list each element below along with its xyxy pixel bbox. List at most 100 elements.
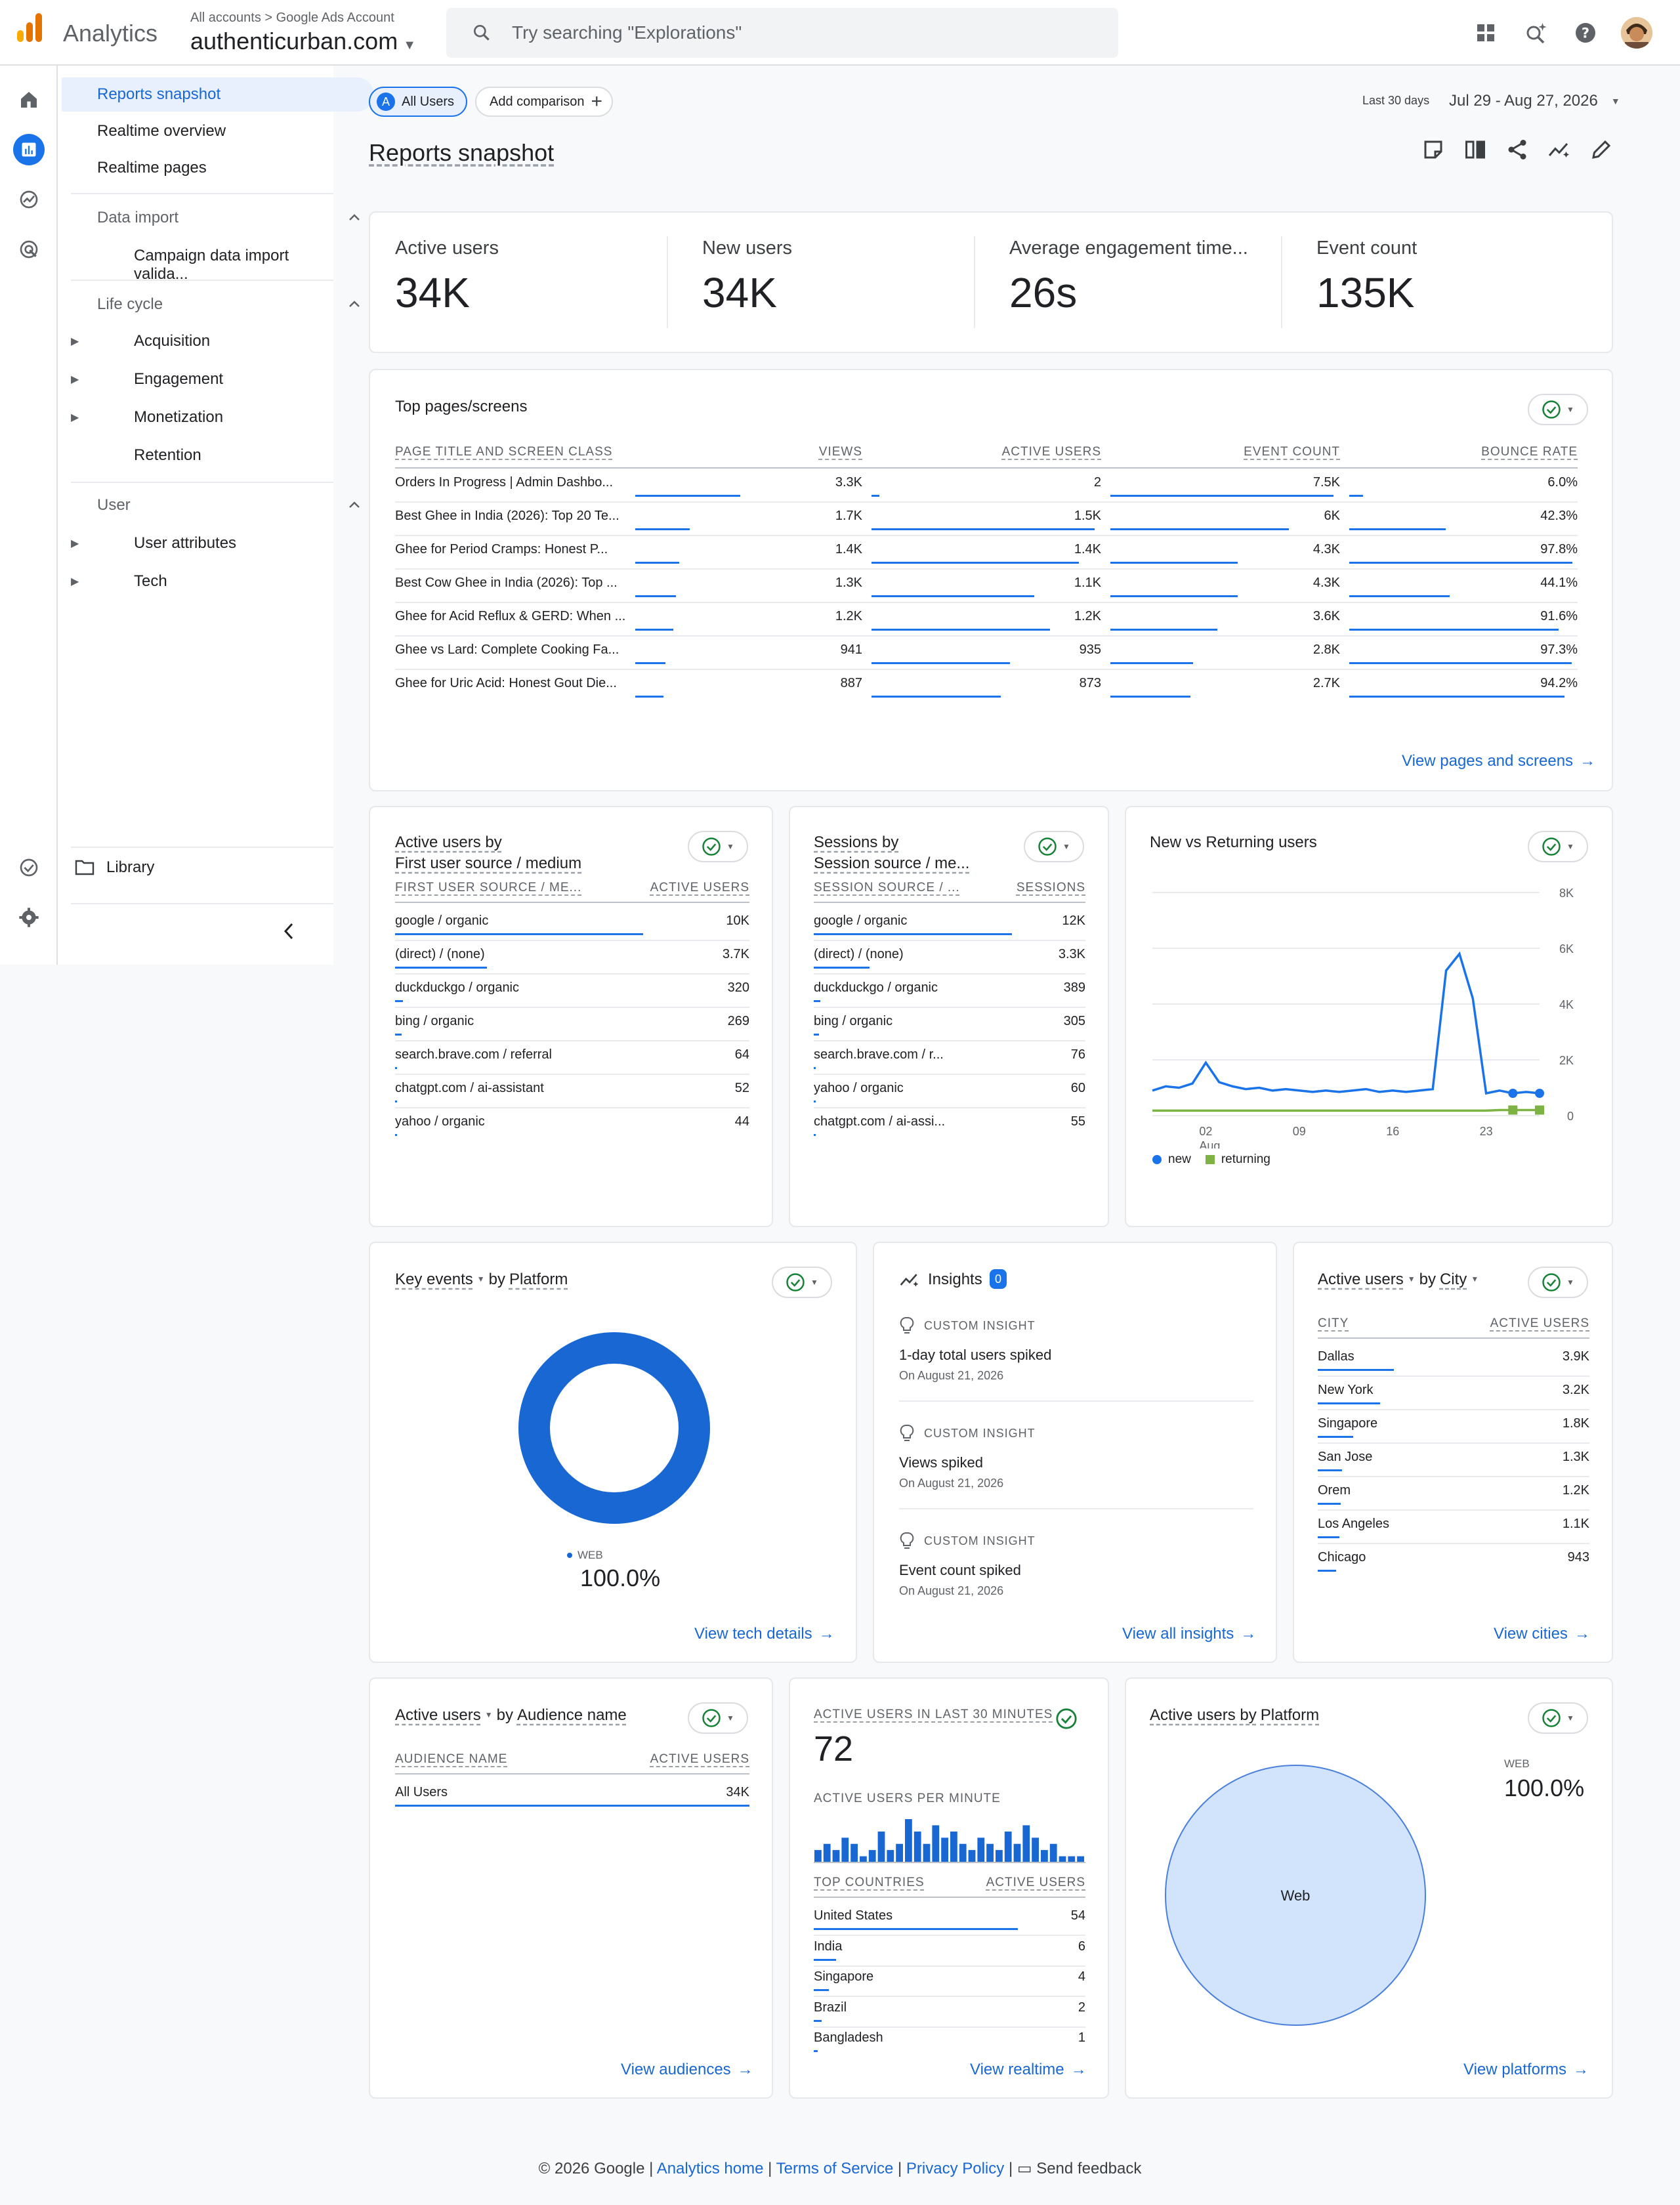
metric-event-count[interactable]: Event count 135K <box>1316 238 1417 317</box>
col-header-page-title[interactable]: PAGE TITLE AND SCREEN CLASS <box>395 445 613 459</box>
minute-bar[interactable] <box>1068 1856 1076 1862</box>
series-line-new[interactable] <box>1152 951 1540 1095</box>
nav-campaign-import[interactable]: Campaign data import valida... <box>134 247 289 283</box>
col-header-audience[interactable]: AUDIENCE NAME <box>395 1752 508 1766</box>
minute-bar[interactable] <box>923 1843 931 1862</box>
minute-bar[interactable] <box>905 1819 912 1862</box>
nav-monetization[interactable]: Monetization <box>134 408 224 426</box>
status-menu-button[interactable]: ▼ <box>1024 831 1084 862</box>
collapse-chevron-icon[interactable] <box>281 921 297 941</box>
nav-engagement[interactable]: Engagement <box>134 370 224 388</box>
status-menu-button[interactable]: ▼ <box>772 1267 832 1298</box>
expand-caret-icon[interactable]: ▶ <box>71 374 79 385</box>
admin-gear-icon[interactable] <box>13 902 45 933</box>
minute-bar[interactable] <box>823 1843 831 1862</box>
customize-report-icon[interactable] <box>1421 138 1445 161</box>
nav-section-life-cycle[interactable]: Life cycle <box>79 295 361 314</box>
nav-reports-snapshot[interactable]: Reports snapshot <box>62 77 374 112</box>
minute-bar[interactable] <box>841 1838 849 1862</box>
nav-acquisition[interactable]: Acquisition <box>134 332 211 350</box>
nav-library[interactable]: Library <box>106 858 155 876</box>
expand-caret-icon[interactable]: ▶ <box>71 412 79 423</box>
metric-selector[interactable]: Active users <box>395 1706 481 1724</box>
col-header-city[interactable]: CITY <box>1318 1316 1349 1330</box>
explore-icon[interactable] <box>13 184 45 215</box>
donut-slice-web[interactable] <box>518 1332 710 1524</box>
breadcrumb[interactable]: All accounts > Google Ads Account <box>190 10 394 25</box>
avatar[interactable] <box>1621 17 1652 49</box>
col-header-active-users[interactable]: ACTIVE USERS <box>986 1876 1085 1889</box>
nav-realtime-pages[interactable]: Realtime pages <box>97 159 207 177</box>
view-cities-link[interactable]: View cities → <box>1494 1625 1590 1643</box>
help-icon[interactable]: ? <box>1570 17 1601 49</box>
view-audiences-link[interactable]: View audiences → <box>621 2061 753 2079</box>
reports-icon[interactable] <box>13 134 45 165</box>
minute-bar[interactable] <box>814 1850 822 1862</box>
status-menu-button[interactable]: ▼ <box>1528 831 1588 862</box>
series-point-returning[interactable] <box>1535 1105 1544 1115</box>
pie-chart[interactable]: Web <box>1163 1763 1428 2028</box>
footer-tos-link[interactable]: Terms of Service <box>776 2160 894 2177</box>
col-header-bounce-rate[interactable]: BOUNCE RATE <box>1481 445 1578 459</box>
minute-bar[interactable] <box>868 1850 876 1862</box>
pie-slice-web[interactable] <box>1165 1765 1426 2026</box>
col-header-active-users[interactable]: ACTIVE USERS <box>1490 1316 1589 1330</box>
col-header-views[interactable]: VIEWS <box>818 445 862 459</box>
series-point-new[interactable] <box>1508 1089 1518 1098</box>
status-menu-button[interactable]: ▼ <box>1528 1702 1588 1734</box>
dimension-selector[interactable]: Platform <box>1260 1706 1320 1724</box>
minute-bar[interactable] <box>959 1843 967 1862</box>
minute-bar[interactable] <box>1077 1856 1084 1862</box>
minute-bar[interactable] <box>877 1831 885 1862</box>
per-minute-bar-chart[interactable] <box>814 1816 1085 1869</box>
series-line-returning[interactable] <box>1152 1108 1540 1112</box>
minute-bar[interactable] <box>950 1831 957 1862</box>
view-pages-link[interactable]: View pages and screens → <box>1402 752 1595 770</box>
segment-chip[interactable]: A All Users <box>369 87 467 117</box>
dimension-selector[interactable]: Audience name <box>516 1706 627 1724</box>
minute-bar[interactable] <box>914 1831 921 1862</box>
dimension-selector[interactable]: Platform <box>509 1270 568 1288</box>
donut-chart[interactable] <box>517 1331 711 1525</box>
insights-sparkline-icon[interactable] <box>1547 138 1571 161</box>
nav-user-attributes[interactable]: User attributes <box>134 534 237 552</box>
apps-grid-icon[interactable] <box>1470 17 1502 49</box>
card-title-line-2[interactable]: Session source / me... <box>814 854 970 872</box>
minute-bar[interactable] <box>1041 1850 1048 1862</box>
home-icon[interactable] <box>13 84 45 116</box>
footer-privacy-link[interactable]: Privacy Policy <box>906 2160 1005 2177</box>
minute-bar[interactable] <box>832 1850 840 1862</box>
view-all-insights-link[interactable]: View all insights → <box>1122 1625 1256 1643</box>
minute-bar[interactable] <box>850 1843 858 1862</box>
status-menu-button[interactable]: ▼ <box>688 1702 748 1734</box>
metric-engagement-time[interactable]: Average engagement time... 26s <box>1009 238 1248 317</box>
nav-section-data-import[interactable]: Data import <box>79 209 361 227</box>
advertising-icon[interactable] <box>13 234 45 265</box>
view-realtime-link[interactable]: View realtime → <box>970 2061 1087 2079</box>
minute-bar[interactable] <box>896 1843 903 1862</box>
col-header-source[interactable]: FIRST USER SOURCE / ME... <box>395 881 582 894</box>
minute-bar[interactable] <box>887 1850 894 1862</box>
view-platforms-link[interactable]: View platforms → <box>1463 2061 1589 2079</box>
metric-new-users[interactable]: New users 34K <box>702 238 792 317</box>
minute-bar[interactable] <box>1013 1843 1021 1862</box>
col-header-sessions[interactable]: SESSIONS <box>1016 881 1085 894</box>
card-title-line-2[interactable]: First user source / medium <box>395 854 582 872</box>
minute-bar[interactable] <box>932 1825 940 1862</box>
date-range-picker[interactable]: Jul 29 - Aug 27, 2026 ▼ <box>1449 92 1620 110</box>
expand-caret-icon[interactable]: ▶ <box>71 336 79 347</box>
expand-caret-icon[interactable]: ▶ <box>71 538 79 549</box>
metric-selector[interactable]: Key events <box>395 1270 473 1288</box>
col-header-active-users[interactable]: ACTIVE USERS <box>1001 445 1101 459</box>
metric-selector[interactable]: Active users <box>1318 1270 1404 1288</box>
minute-bar[interactable] <box>860 1856 867 1862</box>
add-comparison-button[interactable]: Add comparison + <box>475 87 613 117</box>
configure-icon[interactable] <box>13 852 45 883</box>
minute-bar[interactable] <box>996 1850 1003 1862</box>
nav-retention[interactable]: Retention <box>134 446 201 464</box>
minute-bar[interactable] <box>1032 1838 1039 1862</box>
minute-bar[interactable] <box>1059 1856 1066 1862</box>
footer-analytics-home-link[interactable]: Analytics home <box>656 2160 764 2177</box>
dimension-selector[interactable]: City <box>1439 1270 1467 1288</box>
